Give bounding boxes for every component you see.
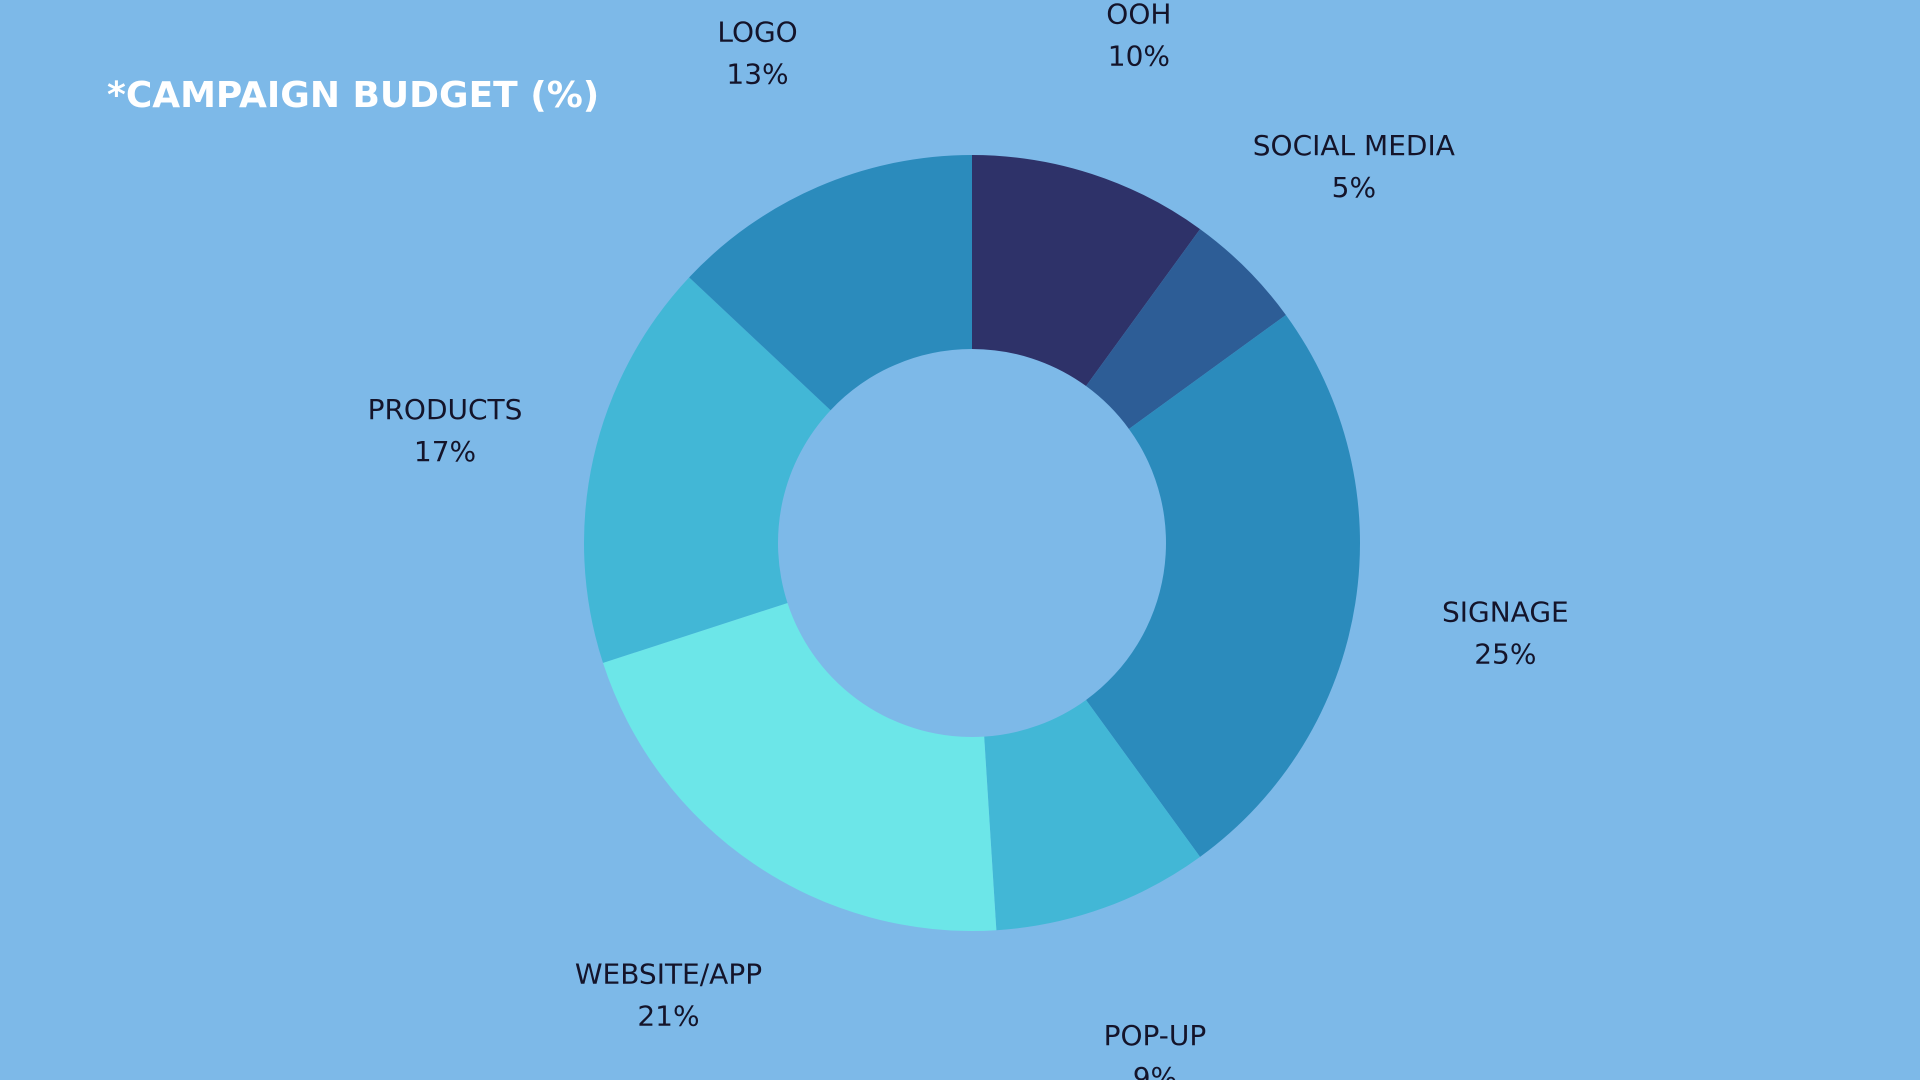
slice-value-pop-up: 9%	[1133, 1061, 1177, 1080]
slice-value-website-app: 21%	[637, 1000, 699, 1033]
slice-value-social-media: 5%	[1332, 171, 1376, 204]
slice-signage	[1086, 314, 1360, 857]
slice-website-app	[602, 602, 997, 932]
labels-layer: OOH 10% SOCIAL MEDIA 5% SIGNAGE 25% POP-UP 9% WE…	[368, 0, 1569, 1080]
slice-products	[583, 277, 831, 663]
slice-label-ooh: OOH	[1106, 0, 1171, 30]
slice-value-logo: 13%	[726, 57, 788, 90]
slice-label-signage: SIGNAGE	[1442, 595, 1569, 628]
slice-label-pop-up: POP-UP	[1104, 1019, 1207, 1052]
slice-label-social-media: SOCIAL MEDIA	[1253, 129, 1455, 162]
slice-ooh	[972, 155, 1201, 387]
slice-label-website-app: WEBSITE/APP	[575, 958, 762, 991]
slice-value-products: 17%	[414, 435, 476, 468]
slice-label-products: PRODUCTS	[368, 393, 523, 426]
chart-title: *CAMPAIGN BUDGET (%)	[107, 75, 599, 116]
slice-logo	[689, 155, 972, 411]
slice-pop-up	[984, 699, 1201, 931]
slice-social-media	[1086, 229, 1286, 429]
slice-value-signage: 25%	[1474, 637, 1536, 670]
slice-value-ooh: 10%	[1108, 39, 1170, 72]
slices-layer	[583, 155, 1360, 932]
slice-label-logo: LOGO	[717, 15, 797, 48]
